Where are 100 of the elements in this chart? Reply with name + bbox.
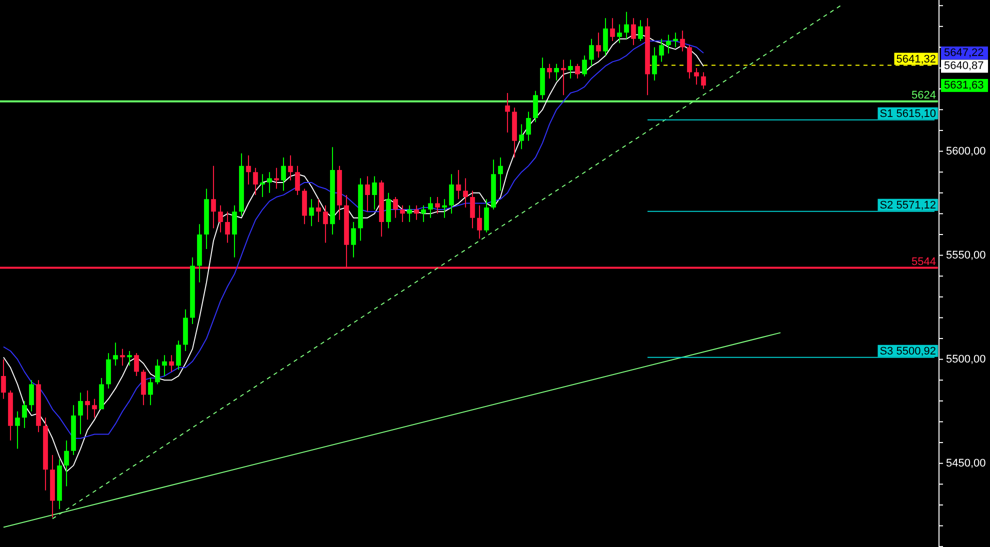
candlestick	[519, 124, 524, 150]
candlestick	[540, 58, 545, 100]
candlestick	[22, 400, 27, 428]
candlestick	[449, 174, 454, 214]
candlestick	[15, 411, 20, 449]
candlestick	[295, 166, 300, 195]
candlestick	[148, 378, 153, 406]
candlestick	[442, 199, 447, 218]
candlestick	[687, 45, 692, 78]
candlestick	[631, 18, 636, 46]
candlestick	[120, 348, 125, 366]
candlestick	[316, 199, 321, 222]
candlestick	[246, 155, 251, 185]
candlestick	[232, 205, 237, 258]
series-label: 5641,32	[896, 53, 936, 66]
candlestick	[638, 20, 643, 41]
candlestick	[463, 178, 468, 208]
candlestick	[428, 197, 433, 218]
candlestick	[624, 12, 629, 39]
candlestick	[477, 205, 482, 239]
candlestick	[330, 147, 335, 234]
candlestick	[260, 174, 265, 198]
y-tick-label: 5450,00	[946, 457, 986, 470]
candlestick	[274, 168, 279, 189]
candlestick	[218, 205, 223, 232]
candlestick	[547, 64, 552, 78]
candlestick	[64, 440, 69, 486]
candlestick	[379, 180, 384, 237]
candlestick	[407, 205, 412, 222]
candlestick	[155, 359, 160, 384]
candlestick	[8, 390, 13, 440]
candlestick	[211, 166, 216, 228]
candlestick	[421, 205, 426, 222]
candlestick	[239, 153, 244, 216]
candlestick	[323, 205, 328, 243]
candlestick	[701, 72, 706, 89]
candlestick	[526, 112, 531, 141]
candlestick	[99, 378, 104, 410]
candlestick	[358, 178, 363, 241]
candlestick	[365, 176, 370, 212]
candlestick	[302, 188, 307, 224]
candlestick	[197, 224, 202, 282]
candlestick	[498, 158, 503, 191]
candlestick	[603, 18, 608, 56]
candlestick	[351, 222, 356, 258]
candlestick	[288, 155, 293, 180]
candlestick	[666, 34, 671, 54]
candlestick	[281, 158, 286, 191]
candlestick	[596, 32, 601, 58]
candlestick	[113, 342, 118, 366]
candlestick	[78, 392, 83, 434]
ref-line-label: 5624	[912, 89, 936, 102]
candlestick	[204, 188, 209, 250]
candlestick	[505, 93, 510, 133]
candlestick	[554, 64, 559, 81]
candlestick	[169, 355, 174, 372]
candlestick	[652, 47, 657, 81]
candlestick	[386, 192, 391, 228]
candlestick	[253, 168, 258, 195]
candlestick	[106, 353, 111, 388]
candlestick	[470, 190, 475, 228]
candlestick	[176, 340, 181, 370]
candlestick	[680, 30, 685, 52]
series-label: S1 5615,10	[880, 108, 936, 120]
candlestick	[372, 176, 377, 210]
y-tick-label: 5600,00	[946, 145, 986, 158]
candlestick	[85, 390, 90, 420]
y-tick-label: 5550,00	[946, 249, 986, 262]
candlestick	[456, 170, 461, 200]
series-label: S3 5500,92	[880, 345, 936, 358]
candlestick	[190, 257, 195, 324]
candlestick	[414, 205, 419, 220]
y-tick-label: 5640,87	[944, 60, 984, 72]
candlestick	[92, 398, 97, 418]
candlestick	[29, 380, 34, 412]
candlestick	[50, 455, 55, 518]
candlestick	[337, 166, 342, 220]
candlestick	[512, 108, 517, 158]
candlestick	[484, 199, 489, 232]
candlestick	[162, 355, 167, 376]
candlestick	[309, 199, 314, 226]
candlestick	[575, 64, 580, 78]
candlestick	[491, 160, 496, 210]
candlestick	[134, 353, 139, 376]
candlestick	[225, 212, 230, 243]
candlestick	[568, 60, 573, 78]
candlestick	[400, 205, 405, 222]
candlestick	[582, 56, 587, 76]
candlestick	[57, 459, 62, 510]
candlestick	[561, 60, 566, 96]
candlestick	[43, 418, 48, 490]
candlestick	[645, 18, 650, 96]
candlestick	[393, 197, 398, 218]
candlestick	[589, 38, 594, 66]
candlestick	[617, 24, 622, 44]
y-tick-label: 5500,00	[946, 353, 986, 366]
candlestick	[36, 380, 41, 432]
candlestick	[659, 38, 664, 62]
candlestick	[610, 18, 615, 41]
candlestick	[533, 90, 538, 122]
